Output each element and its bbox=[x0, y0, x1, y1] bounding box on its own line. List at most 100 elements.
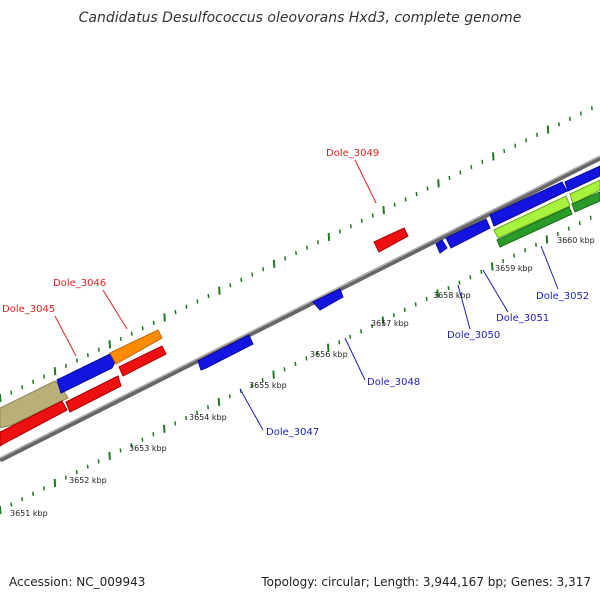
gene-label: Dole_3047 bbox=[266, 427, 319, 438]
track-tick bbox=[163, 313, 166, 322]
gene-blue-dole3052 bbox=[489, 181, 568, 227]
gene-blue-dole3050-small bbox=[435, 239, 448, 254]
track-tick bbox=[513, 253, 516, 258]
track-tick bbox=[458, 280, 461, 285]
map-title: Candidatus Desulfococcus oleovorans Hxd3… bbox=[79, 10, 522, 26]
track-tick bbox=[53, 478, 57, 488]
track-tick bbox=[130, 331, 133, 336]
track-tick bbox=[305, 356, 308, 361]
track-tick bbox=[414, 302, 417, 307]
track-tick bbox=[481, 159, 484, 164]
track-tick bbox=[393, 202, 396, 207]
tick-label: 3655 kbp bbox=[249, 381, 287, 390]
leader-line bbox=[344, 337, 366, 381]
track-tick bbox=[108, 340, 112, 349]
track-tick bbox=[503, 148, 506, 154]
track-tick bbox=[338, 340, 341, 345]
tick-label: 3654 kbp bbox=[189, 413, 227, 422]
leader-line bbox=[482, 269, 509, 313]
gene-label: Dole_3050 bbox=[447, 330, 500, 341]
track-tick bbox=[207, 293, 210, 299]
leader-line bbox=[239, 388, 264, 431]
track-tick bbox=[480, 269, 483, 274]
track-tick bbox=[306, 245, 308, 250]
gene-red-1 bbox=[0, 400, 68, 447]
gene-features bbox=[0, 165, 600, 447]
track-tick bbox=[185, 304, 188, 309]
track-tick bbox=[491, 262, 494, 271]
track-tick bbox=[327, 343, 330, 352]
track-tick bbox=[360, 218, 363, 223]
track-tick bbox=[459, 170, 462, 175]
track-tick bbox=[64, 363, 67, 368]
gene-darkgreen-2 bbox=[571, 191, 600, 213]
tick-label: 3659 kbp bbox=[495, 264, 533, 273]
track-tick bbox=[196, 410, 199, 415]
track-tick bbox=[21, 497, 24, 502]
tick-label: 3657 kbp bbox=[371, 319, 409, 328]
track-tick bbox=[415, 191, 418, 197]
track-tick bbox=[316, 350, 319, 356]
track-tick bbox=[371, 213, 374, 218]
track-tick bbox=[382, 206, 385, 215]
track-tick bbox=[316, 240, 319, 245]
gene-labels: Dole_3045 Dole_3046 Dole_3049 Dole_3047 Dole… bbox=[2, 148, 589, 438]
leader-line bbox=[102, 289, 128, 330]
leader-line bbox=[54, 315, 77, 357]
track-tick bbox=[447, 286, 450, 291]
track-tick bbox=[556, 231, 559, 237]
track-tick bbox=[524, 248, 527, 253]
leader-lines bbox=[54, 159, 559, 431]
track-tick bbox=[425, 296, 428, 302]
gene-label: Dole_3046 bbox=[53, 278, 106, 289]
gene-red-dole3049 bbox=[373, 227, 409, 253]
genome-summary-text: Topology: circular; Length: 3,944,167 bp… bbox=[260, 575, 591, 589]
track-tick bbox=[338, 229, 341, 234]
track-tick bbox=[152, 320, 155, 325]
leader-line bbox=[354, 159, 377, 204]
track-tick bbox=[502, 258, 505, 264]
gene-blue-dole3051 bbox=[445, 218, 491, 249]
tick-label: 3656 kbp bbox=[310, 350, 348, 359]
gene-khaki bbox=[0, 380, 69, 429]
track-tick bbox=[557, 122, 560, 127]
gene-lightgreen-2 bbox=[569, 179, 600, 205]
track-tick bbox=[32, 379, 35, 384]
track-tick bbox=[196, 299, 199, 304]
track-tick bbox=[174, 310, 177, 315]
track-tick bbox=[436, 289, 439, 298]
track-tick bbox=[64, 475, 67, 480]
track-tick bbox=[578, 221, 581, 226]
track-tick bbox=[469, 275, 472, 280]
track-tick bbox=[185, 415, 188, 421]
track-tick bbox=[10, 502, 13, 507]
leader-line bbox=[540, 245, 559, 290]
track-tick bbox=[108, 451, 111, 460]
track-tick bbox=[228, 394, 231, 399]
track-tick bbox=[546, 125, 550, 134]
track-tick bbox=[448, 175, 451, 180]
gene-label: Dole_3049 bbox=[326, 148, 379, 159]
track-tick bbox=[97, 347, 100, 352]
track-tick bbox=[251, 272, 254, 277]
tick-label: 3653 kbp bbox=[129, 444, 167, 453]
track-tick bbox=[10, 390, 13, 395]
track-tick bbox=[536, 132, 539, 138]
track-tick bbox=[141, 437, 144, 442]
track-tick bbox=[206, 405, 209, 410]
track-tick bbox=[272, 259, 276, 268]
track-tick bbox=[590, 106, 593, 111]
track-tick bbox=[371, 323, 373, 329]
track-tick bbox=[75, 358, 78, 363]
leader-line bbox=[457, 284, 471, 330]
track-tick bbox=[21, 385, 24, 390]
gene-label: Dole_3048 bbox=[367, 377, 420, 388]
tick-label: 3651 kbp bbox=[10, 509, 48, 518]
track-tick bbox=[240, 277, 243, 282]
track-tick bbox=[349, 334, 352, 339]
tick-label: 3658 kbp bbox=[433, 291, 471, 300]
track-tick bbox=[535, 242, 538, 247]
track-tick bbox=[174, 421, 177, 426]
tick-label: 3652 kbp bbox=[69, 476, 107, 485]
